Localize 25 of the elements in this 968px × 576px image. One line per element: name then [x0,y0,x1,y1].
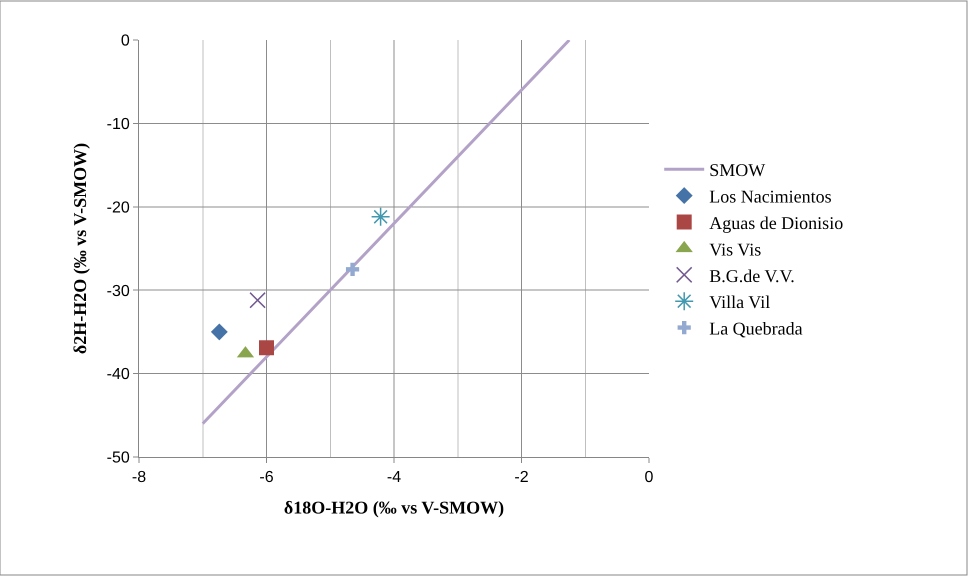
x-tick-label: 0 [644,469,654,486]
y-tick-label: -10 [106,116,130,133]
y-tick-label: 0 [120,32,130,50]
legend-label: SMOW [709,160,766,180]
x-axis-title: δ18O-H2O (‰ vs V-SMOW) [284,497,504,518]
x-tick-label: -6 [259,469,274,486]
legend-label: Los Nacimientos [709,186,832,207]
point [259,340,274,356]
legend-label: B.G.de V.V. [709,266,795,286]
x-tick-label: -8 [132,469,146,486]
legend-label: Vis Vis [709,239,762,260]
point [210,323,228,340]
point [249,292,266,308]
y-tick-label: -20 [106,199,130,216]
y-tick-label: -30 [106,282,130,300]
x-tick-label: -4 [386,469,402,486]
legend-label: Aguas de Dionisio [709,213,844,234]
legend-label: La Quebrada [709,318,803,339]
x-tick-label: -2 [514,469,529,486]
y-tick-label: -40 [106,366,130,384]
y-tick-label: -50 [106,450,130,467]
point [370,207,390,227]
legend-label: Villa Vil [709,292,770,312]
point [346,262,360,276]
y-axis-title: δ2H-H2O (‰ vs V-SMOW) [70,142,90,354]
